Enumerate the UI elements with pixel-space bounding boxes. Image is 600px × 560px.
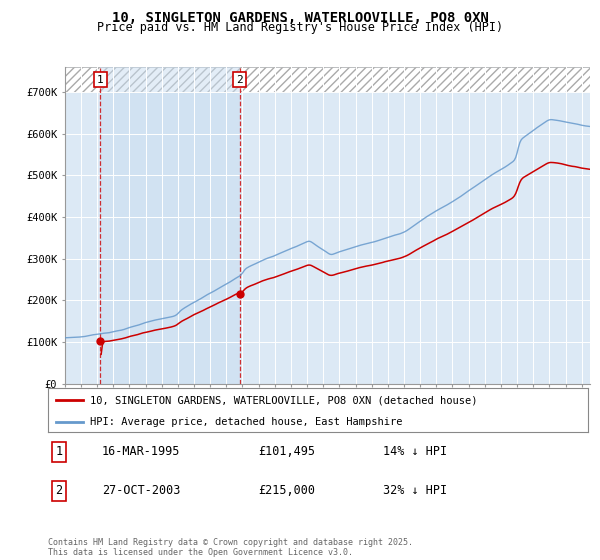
Text: 32% ↓ HPI: 32% ↓ HPI: [383, 484, 447, 497]
Bar: [65, 67, 590, 92]
Text: Price paid vs. HM Land Registry's House Price Index (HPI): Price paid vs. HM Land Registry's House …: [97, 21, 503, 34]
Text: 14% ↓ HPI: 14% ↓ HPI: [383, 445, 447, 459]
Text: 2: 2: [236, 74, 243, 85]
Text: Contains HM Land Registry data © Crown copyright and database right 2025.
This d: Contains HM Land Registry data © Crown c…: [48, 538, 413, 557]
Text: 10, SINGLETON GARDENS, WATERLOOVILLE, PO8 0XN (detached house): 10, SINGLETON GARDENS, WATERLOOVILLE, PO…: [90, 395, 478, 405]
Text: 10, SINGLETON GARDENS, WATERLOOVILLE, PO8 0XN: 10, SINGLETON GARDENS, WATERLOOVILLE, PO…: [112, 11, 488, 25]
Text: £215,000: £215,000: [259, 484, 316, 497]
Text: 1: 1: [97, 74, 104, 85]
Bar: [100, 67, 239, 384]
Text: 1: 1: [55, 445, 62, 459]
Text: £101,495: £101,495: [259, 445, 316, 459]
Text: 16-MAR-1995: 16-MAR-1995: [102, 445, 181, 459]
Text: 2: 2: [55, 484, 62, 497]
Text: HPI: Average price, detached house, East Hampshire: HPI: Average price, detached house, East…: [90, 417, 403, 427]
Text: 27-OCT-2003: 27-OCT-2003: [102, 484, 181, 497]
